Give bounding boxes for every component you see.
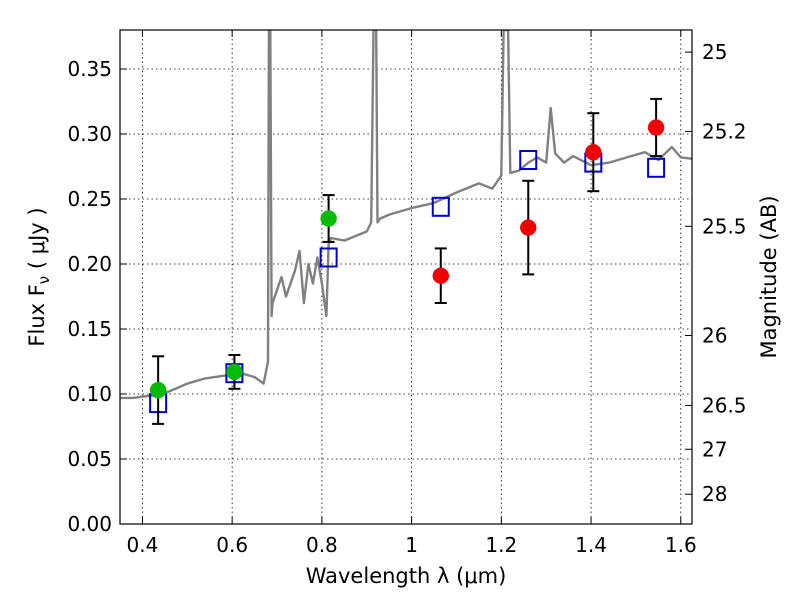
magnitude-tick-label: 26: [702, 324, 727, 348]
x-tick-label: 0.8: [306, 533, 338, 557]
y-tick-label: 0.35: [67, 57, 112, 81]
plot-background: [120, 30, 692, 524]
model-spectrum-line: [120, 30, 692, 400]
x-tick-label: 1.2: [485, 533, 517, 557]
magnitude-tick-label: 28: [702, 482, 727, 506]
x-tick-label: 0.6: [216, 533, 248, 557]
y-tick-label: 0.00: [67, 512, 112, 536]
y-tick-label: 0.30: [67, 122, 112, 146]
y-tick-label: 0.15: [67, 317, 112, 341]
x-tick-label: 1: [405, 533, 418, 557]
x-axis: 0.4 0.6 0.8 1 1.2 1.4 1.6: [127, 30, 697, 557]
plot-area: [120, 30, 692, 400]
magnitude-tick-label: 26.5: [702, 393, 747, 417]
model-photometry-square: [647, 157, 666, 178]
x-tick-label: 0.4: [127, 533, 159, 557]
red-data-point: [647, 119, 665, 136]
magnitude-tick-label: 27: [702, 437, 727, 461]
plot-frame: [119, 29, 693, 525]
y-tick-label: 0.05: [67, 447, 112, 471]
x-tick-label: 1.6: [665, 533, 697, 557]
model-photometry-square: [431, 196, 450, 217]
model-photometry-square: [319, 247, 338, 268]
y-axis: 0.00 0.05 0.10 0.15 0.20 0.25 0.30 0.35: [67, 57, 127, 536]
green-data-point: [320, 210, 337, 227]
green-data-point: [149, 381, 167, 399]
green-data-point: [226, 363, 243, 381]
y-tick-label: 0.10: [67, 382, 112, 406]
y-axis-title: Flux Fν ( μJy ): [25, 207, 53, 346]
x-tick-label: 1.4: [575, 533, 607, 557]
model-photometry-square: [519, 150, 538, 170]
markers: [149, 97, 666, 425]
red-data-point: [520, 219, 537, 236]
magnitude-axis-title: Magnitude (AB): [757, 195, 781, 358]
y-tick-label: 0.25: [67, 187, 112, 211]
magnitude-axis: 25 25.2 25.5 26 26.5 27 28: [685, 40, 747, 506]
red-data-point: [585, 143, 602, 161]
x-axis-title: Wavelength λ (μm): [306, 564, 507, 588]
y-tick-label: 0.20: [67, 252, 112, 276]
magnitude-tick-label: 25: [702, 40, 727, 64]
magnitude-tick-label: 25.2: [702, 119, 747, 143]
red-data-point: [432, 267, 450, 284]
magnitude-tick-label: 25.5: [702, 214, 747, 238]
